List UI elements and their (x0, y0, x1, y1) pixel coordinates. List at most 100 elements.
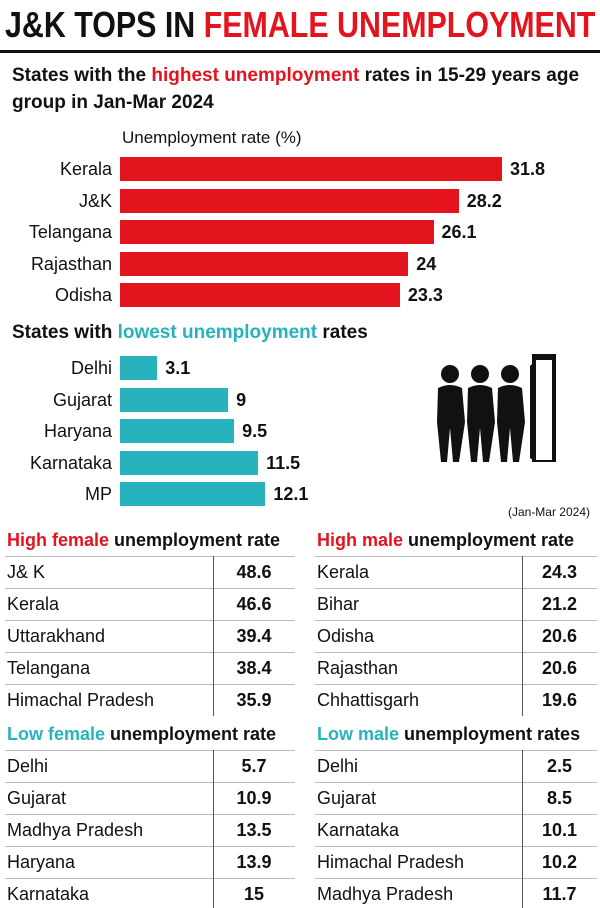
axis-label: Unemployment rate (%) (122, 128, 302, 147)
col-line (213, 814, 214, 846)
title-rule (0, 50, 600, 53)
row-value: 2.5 (546, 756, 573, 776)
row-value: 38.4 (236, 658, 272, 678)
row-name: Himachal Pradesh (317, 852, 465, 872)
row-name: Madhya Pradesh (7, 820, 144, 840)
title-part: Low male (317, 724, 400, 744)
value-label: 28.2 (466, 190, 502, 211)
y-tick-label: Telangana (28, 222, 112, 242)
value-label: 23.3 (407, 285, 443, 305)
row-name: J& K (7, 562, 46, 582)
row-value: 10.1 (541, 820, 578, 840)
table-title: High male unemployment rate (317, 528, 574, 552)
chart-title: States with the highest unemployment rat… (12, 62, 587, 116)
bar (120, 188, 459, 213)
value-label: 3.1 (165, 358, 191, 378)
table-title: Low female unemployment rate (7, 722, 276, 746)
title-part: rates in 15-29 years age group in Jan-Ma… (12, 65, 580, 113)
row-name: Kerala (7, 594, 60, 614)
row-line (315, 782, 597, 783)
row-value: 10.9 (236, 788, 272, 808)
bar (120, 419, 235, 443)
row-name: Delhi (7, 756, 49, 776)
row-line (5, 652, 295, 653)
y-tick-label: J&K (78, 190, 112, 211)
title-part: High female (7, 530, 110, 550)
value-label: 31.8 (510, 159, 546, 179)
row-name: Uttarakhand (7, 626, 106, 646)
row-line (315, 846, 597, 847)
row-line (315, 878, 597, 879)
row-value: 21.2 (541, 594, 578, 614)
col-line (213, 878, 214, 908)
row-line (5, 878, 295, 879)
row-value: 8.5 (546, 788, 573, 808)
col-line (213, 782, 214, 814)
note: (Jan-Mar 2024) (507, 505, 590, 519)
row-value: 10.2 (541, 852, 578, 872)
row-line (5, 782, 295, 783)
row-name: Chhattisgarh (317, 690, 420, 710)
row-line (5, 814, 295, 815)
title-part: unemployment rate (403, 530, 575, 550)
row-name: Bihar (317, 594, 360, 614)
title: J&K TOPS IN FEMALE UNEMPLOYMENT (5, 4, 595, 46)
y-tick-label: Gujarat (52, 389, 112, 410)
row-line (5, 556, 295, 557)
row-name: Karnataka (317, 820, 400, 840)
title-part: unemployment rate (109, 530, 281, 550)
row-line (315, 588, 597, 589)
bar (120, 157, 502, 181)
row-line (315, 620, 597, 621)
row-name: Delhi (317, 756, 359, 776)
value-label: 26.1 (441, 222, 477, 242)
row-line (5, 620, 295, 621)
col-line (522, 782, 523, 814)
row-value: 15 (243, 884, 265, 904)
col-line (213, 846, 214, 878)
title-part: unemployment rate (105, 724, 277, 744)
row-value: 46.6 (236, 594, 272, 614)
col-line (213, 684, 214, 716)
value-label: 24 (416, 253, 437, 274)
bar (120, 387, 229, 412)
row-name: Haryana (7, 852, 76, 872)
row-line (5, 588, 295, 589)
y-tick-label: Kerala (59, 159, 112, 179)
y-tick-label: Delhi (70, 358, 112, 378)
row-line (5, 846, 295, 847)
y-tick-label: Odisha (54, 285, 112, 305)
col-line (213, 556, 214, 588)
chart-title: States with lowest unemployment rates (12, 319, 587, 346)
bar (120, 482, 266, 506)
table-title: High female unemployment rate (7, 528, 280, 552)
title-part: highest unemployment (151, 65, 360, 86)
value-label: 11.5 (266, 452, 301, 473)
row-line (5, 750, 295, 751)
row-name: Gujarat (317, 788, 377, 808)
row-name: Karnataka (7, 884, 90, 904)
title-part: States with (12, 322, 118, 343)
col-line (522, 684, 523, 716)
value-label: 9 (236, 389, 247, 410)
row-value: 19.6 (541, 690, 578, 710)
col-line (522, 588, 523, 620)
bar (120, 220, 434, 244)
col-line (522, 750, 523, 782)
title-part: FEMALE UNEMPLOYMENT (203, 4, 596, 45)
col-line (522, 556, 523, 588)
value-label: 9.5 (242, 421, 268, 441)
col-line (213, 588, 214, 620)
row-value: 20.6 (541, 626, 578, 646)
row-line (315, 814, 597, 815)
row-line (5, 684, 295, 685)
y-tick-label: Rajasthan (30, 253, 112, 274)
title-part: lowest unemployment (117, 322, 318, 343)
row-value: 24.3 (541, 562, 578, 582)
title-part: J&K TOPS IN (5, 4, 204, 45)
row-line (315, 652, 597, 653)
col-line (213, 620, 214, 652)
row-value: 11.7 (542, 884, 577, 904)
table-title: Low male unemployment rates (317, 722, 580, 746)
